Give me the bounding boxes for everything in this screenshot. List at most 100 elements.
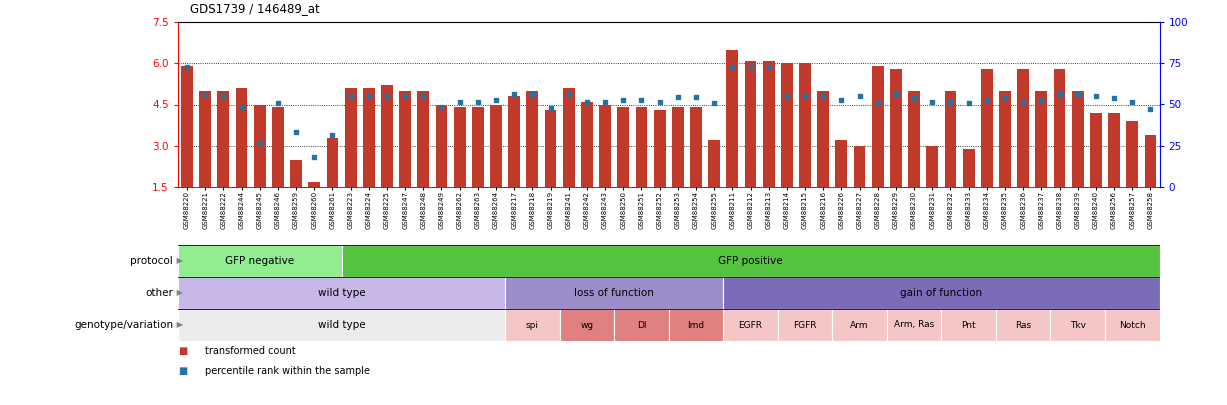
Bar [382, 85, 393, 228]
Bar [199, 91, 211, 228]
Text: genotype/variation: genotype/variation [74, 320, 173, 330]
Bar [345, 88, 357, 228]
Bar [1108, 113, 1120, 228]
Bar [669, 309, 723, 341]
Text: wg: wg [580, 320, 594, 330]
Text: ▶: ▶ [174, 320, 183, 330]
Bar [872, 66, 883, 228]
Bar [1017, 69, 1029, 228]
Bar [963, 149, 974, 228]
Text: Arm: Arm [850, 320, 869, 330]
Bar [236, 88, 248, 228]
Bar [908, 91, 920, 228]
Text: ▶: ▶ [174, 256, 183, 266]
Bar [472, 107, 483, 228]
Bar [508, 96, 520, 228]
Text: GFP positive: GFP positive [718, 256, 783, 266]
Bar [723, 277, 1160, 309]
Bar [582, 102, 593, 228]
Bar [178, 309, 506, 341]
Bar [1106, 309, 1160, 341]
Text: Dl: Dl [637, 320, 647, 330]
Bar [417, 91, 429, 228]
Text: wild type: wild type [318, 320, 366, 330]
Bar [272, 107, 283, 228]
Bar [778, 309, 832, 341]
Text: Tkv: Tkv [1070, 320, 1086, 330]
Text: lmd: lmd [687, 320, 704, 330]
Bar [178, 277, 506, 309]
Bar [780, 63, 793, 228]
Bar [726, 49, 739, 228]
Bar [617, 107, 629, 228]
Bar [723, 309, 778, 341]
Bar [1090, 113, 1102, 228]
Bar [1050, 309, 1106, 341]
Bar [341, 245, 1160, 277]
Bar [1072, 91, 1083, 228]
Bar [1145, 135, 1156, 228]
Bar [836, 140, 848, 228]
Bar [941, 309, 996, 341]
Bar [506, 277, 723, 309]
Bar [615, 309, 669, 341]
Bar [436, 104, 448, 228]
Text: protocol: protocol [130, 256, 173, 266]
Bar [563, 88, 574, 228]
Text: ▶: ▶ [174, 288, 183, 298]
Bar [363, 88, 374, 228]
Bar [672, 107, 683, 228]
Bar [887, 309, 941, 341]
Text: EGFR: EGFR [739, 320, 762, 330]
Bar [832, 309, 887, 341]
Bar [308, 181, 320, 228]
Bar [654, 110, 665, 228]
Bar [636, 107, 648, 228]
Bar [545, 110, 557, 228]
Bar [326, 138, 339, 228]
Text: ■: ■ [178, 346, 188, 356]
Bar [454, 107, 465, 228]
Bar [799, 63, 811, 228]
Text: Notch: Notch [1119, 320, 1146, 330]
Bar [926, 146, 939, 228]
Bar [817, 91, 829, 228]
Bar [999, 91, 1011, 228]
Text: GFP negative: GFP negative [225, 256, 294, 266]
Bar [890, 69, 902, 228]
Bar [1054, 69, 1065, 228]
Bar [182, 66, 193, 228]
Text: FGFR: FGFR [794, 320, 817, 330]
Bar [854, 146, 865, 228]
Bar [178, 245, 341, 277]
Bar [290, 160, 302, 228]
Text: spi: spi [526, 320, 539, 330]
Bar [506, 309, 560, 341]
Bar [1126, 121, 1139, 228]
Bar [745, 60, 756, 228]
Bar [996, 309, 1050, 341]
Bar [254, 104, 265, 228]
Text: ■: ■ [178, 367, 188, 376]
Bar [708, 140, 720, 228]
Bar [1036, 91, 1048, 228]
Bar [217, 91, 229, 228]
Bar [560, 309, 615, 341]
Bar [763, 60, 774, 228]
Text: gain of function: gain of function [901, 288, 983, 298]
Text: Pnt: Pnt [961, 320, 975, 330]
Bar [490, 104, 502, 228]
Bar [945, 91, 956, 228]
Bar [399, 91, 411, 228]
Text: loss of function: loss of function [574, 288, 654, 298]
Text: other: other [145, 288, 173, 298]
Bar [526, 91, 539, 228]
Text: GDS1739 / 146489_at: GDS1739 / 146489_at [190, 2, 320, 15]
Bar [599, 104, 611, 228]
Bar [980, 69, 993, 228]
Text: Arm, Ras: Arm, Ras [894, 320, 934, 330]
Text: transformed count: transformed count [205, 346, 296, 356]
Text: Ras: Ras [1015, 320, 1031, 330]
Text: percentile rank within the sample: percentile rank within the sample [205, 367, 369, 376]
Bar [690, 107, 702, 228]
